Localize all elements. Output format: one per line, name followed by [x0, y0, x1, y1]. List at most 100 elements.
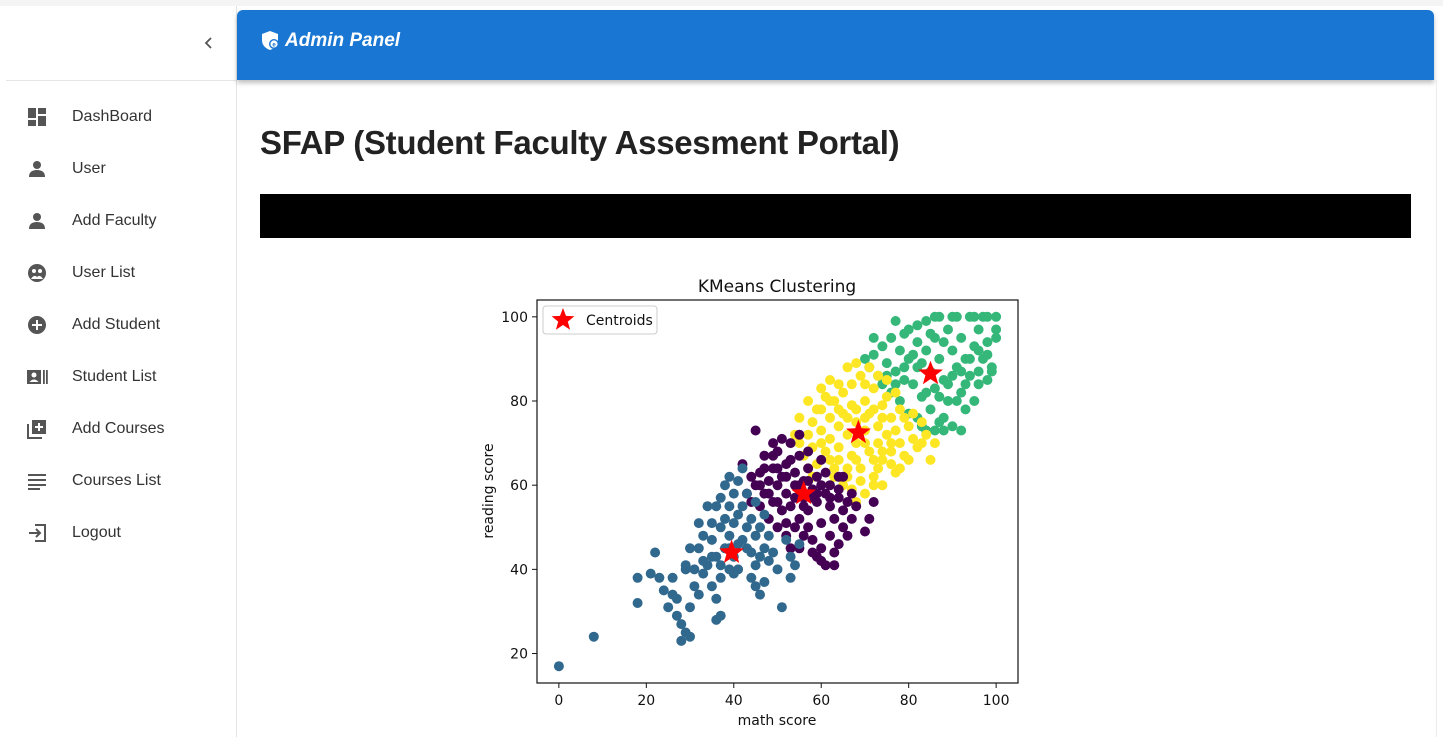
scatter-point [720, 513, 730, 524]
scatter-point [842, 497, 853, 507]
sidebar-item-user[interactable]: User [6, 143, 236, 195]
scatter-point [816, 383, 827, 394]
scatter-point [877, 454, 888, 465]
scatter-point [973, 324, 984, 335]
scatter-point [842, 362, 853, 373]
scatter-point [645, 568, 656, 579]
scatter-point [632, 598, 643, 608]
legend-box [542, 305, 658, 335]
sidebar-header [6, 6, 236, 81]
scatter-point [833, 421, 844, 432]
chevron-left-icon [204, 37, 212, 49]
scatter-point [991, 332, 1002, 343]
scatter-point [811, 471, 822, 482]
person-icon [26, 210, 48, 232]
scatter-point [908, 433, 919, 444]
collapse-sidebar-button[interactable] [198, 32, 220, 54]
scatter-point [846, 513, 857, 524]
scatter-point [868, 383, 879, 394]
scatter-point [698, 555, 709, 566]
scatter-point [877, 480, 888, 491]
scatter-point [776, 505, 787, 516]
scatter-point [650, 547, 661, 558]
scatter-point [947, 311, 958, 322]
page-title: SFAP (Student Faculty Assesment Portal) [260, 124, 900, 161]
scatter-point [956, 332, 967, 343]
scatter-point [886, 412, 897, 423]
scatter-point [908, 379, 919, 390]
logout-icon [26, 522, 48, 544]
scatter-point [846, 488, 857, 499]
scatter-point [899, 328, 910, 339]
sidebar-item-courses-list[interactable]: Courses List [6, 455, 236, 507]
scatter-point [711, 593, 722, 604]
scatter-point [698, 530, 709, 541]
sidebar-item-label: Logout [72, 524, 121, 541]
scatter-point [785, 551, 796, 562]
scatter-point [860, 488, 870, 499]
scatter-point [947, 370, 958, 381]
right-border [1436, 80, 1437, 737]
scatter-point [825, 412, 835, 423]
sidebar-item-student-list[interactable]: Student List [6, 351, 236, 403]
scatter-point [886, 446, 897, 457]
scatter-point [772, 463, 783, 474]
y-axis-label: reading score [481, 443, 497, 538]
scatter-point [711, 501, 722, 512]
scatter-point [925, 404, 936, 415]
axis-ticks: 0 20 40 60 80 100 20 40 60 80 100 [501, 310, 1009, 709]
scatter-point [877, 412, 888, 423]
scatter-point [737, 463, 748, 474]
scatter-point [825, 375, 835, 385]
brand[interactable]: e Admin Panel [261, 30, 400, 52]
scatter-point [816, 543, 827, 554]
scatter-point [794, 429, 805, 440]
scatter-point [746, 547, 757, 558]
sidebar-item-label: User [72, 160, 106, 177]
scatter-point [733, 509, 744, 520]
scatter-point [881, 375, 892, 385]
scatter-point [943, 396, 953, 406]
sidebar-item-user-list[interactable]: User List [6, 247, 236, 299]
scatter-point [912, 320, 923, 331]
scatter-point [755, 480, 765, 491]
scatter-point [798, 530, 809, 541]
scatter-point [689, 581, 700, 592]
scatter-point [776, 602, 787, 613]
scatter-point [829, 463, 840, 474]
scatter-point [807, 534, 818, 545]
scatter-point [759, 509, 770, 520]
scatter-point [807, 417, 818, 428]
scatter-point [964, 353, 975, 364]
scatter-point [724, 530, 735, 541]
scatter-point [890, 316, 901, 326]
scatter-point [916, 358, 927, 369]
scatter-point [929, 425, 940, 436]
scatter-point [894, 345, 905, 356]
scatter-point [702, 501, 713, 512]
scatter-point [986, 366, 997, 377]
scatter-point [759, 543, 770, 554]
centroid-star [846, 419, 871, 444]
scatter-point [938, 337, 949, 348]
scatter-point [868, 480, 879, 491]
dashboard-icon [26, 106, 48, 128]
scatter-point [693, 518, 704, 529]
x-tick-label: 60 [812, 693, 830, 709]
scatter-point [715, 572, 726, 583]
scatter-point [833, 492, 844, 503]
scatter-point [816, 454, 827, 465]
sidebar-item-add-faculty[interactable]: Add Faculty [6, 195, 236, 247]
scatter-point [820, 560, 831, 571]
sidebar-item-logout[interactable]: Logout [6, 507, 236, 559]
scatter-point [671, 610, 682, 621]
scatter-point [833, 454, 844, 465]
scatter-point [693, 589, 704, 600]
scatter-point [991, 324, 1002, 335]
sidebar-item-dashboard[interactable]: DashBoard [6, 91, 236, 143]
scatter-point [851, 404, 862, 415]
person-icon [26, 158, 48, 180]
sidebar-item-add-courses[interactable]: Add Courses [6, 403, 236, 455]
scatter-point [720, 480, 730, 491]
sidebar-item-add-student[interactable]: Add Student [6, 299, 236, 351]
